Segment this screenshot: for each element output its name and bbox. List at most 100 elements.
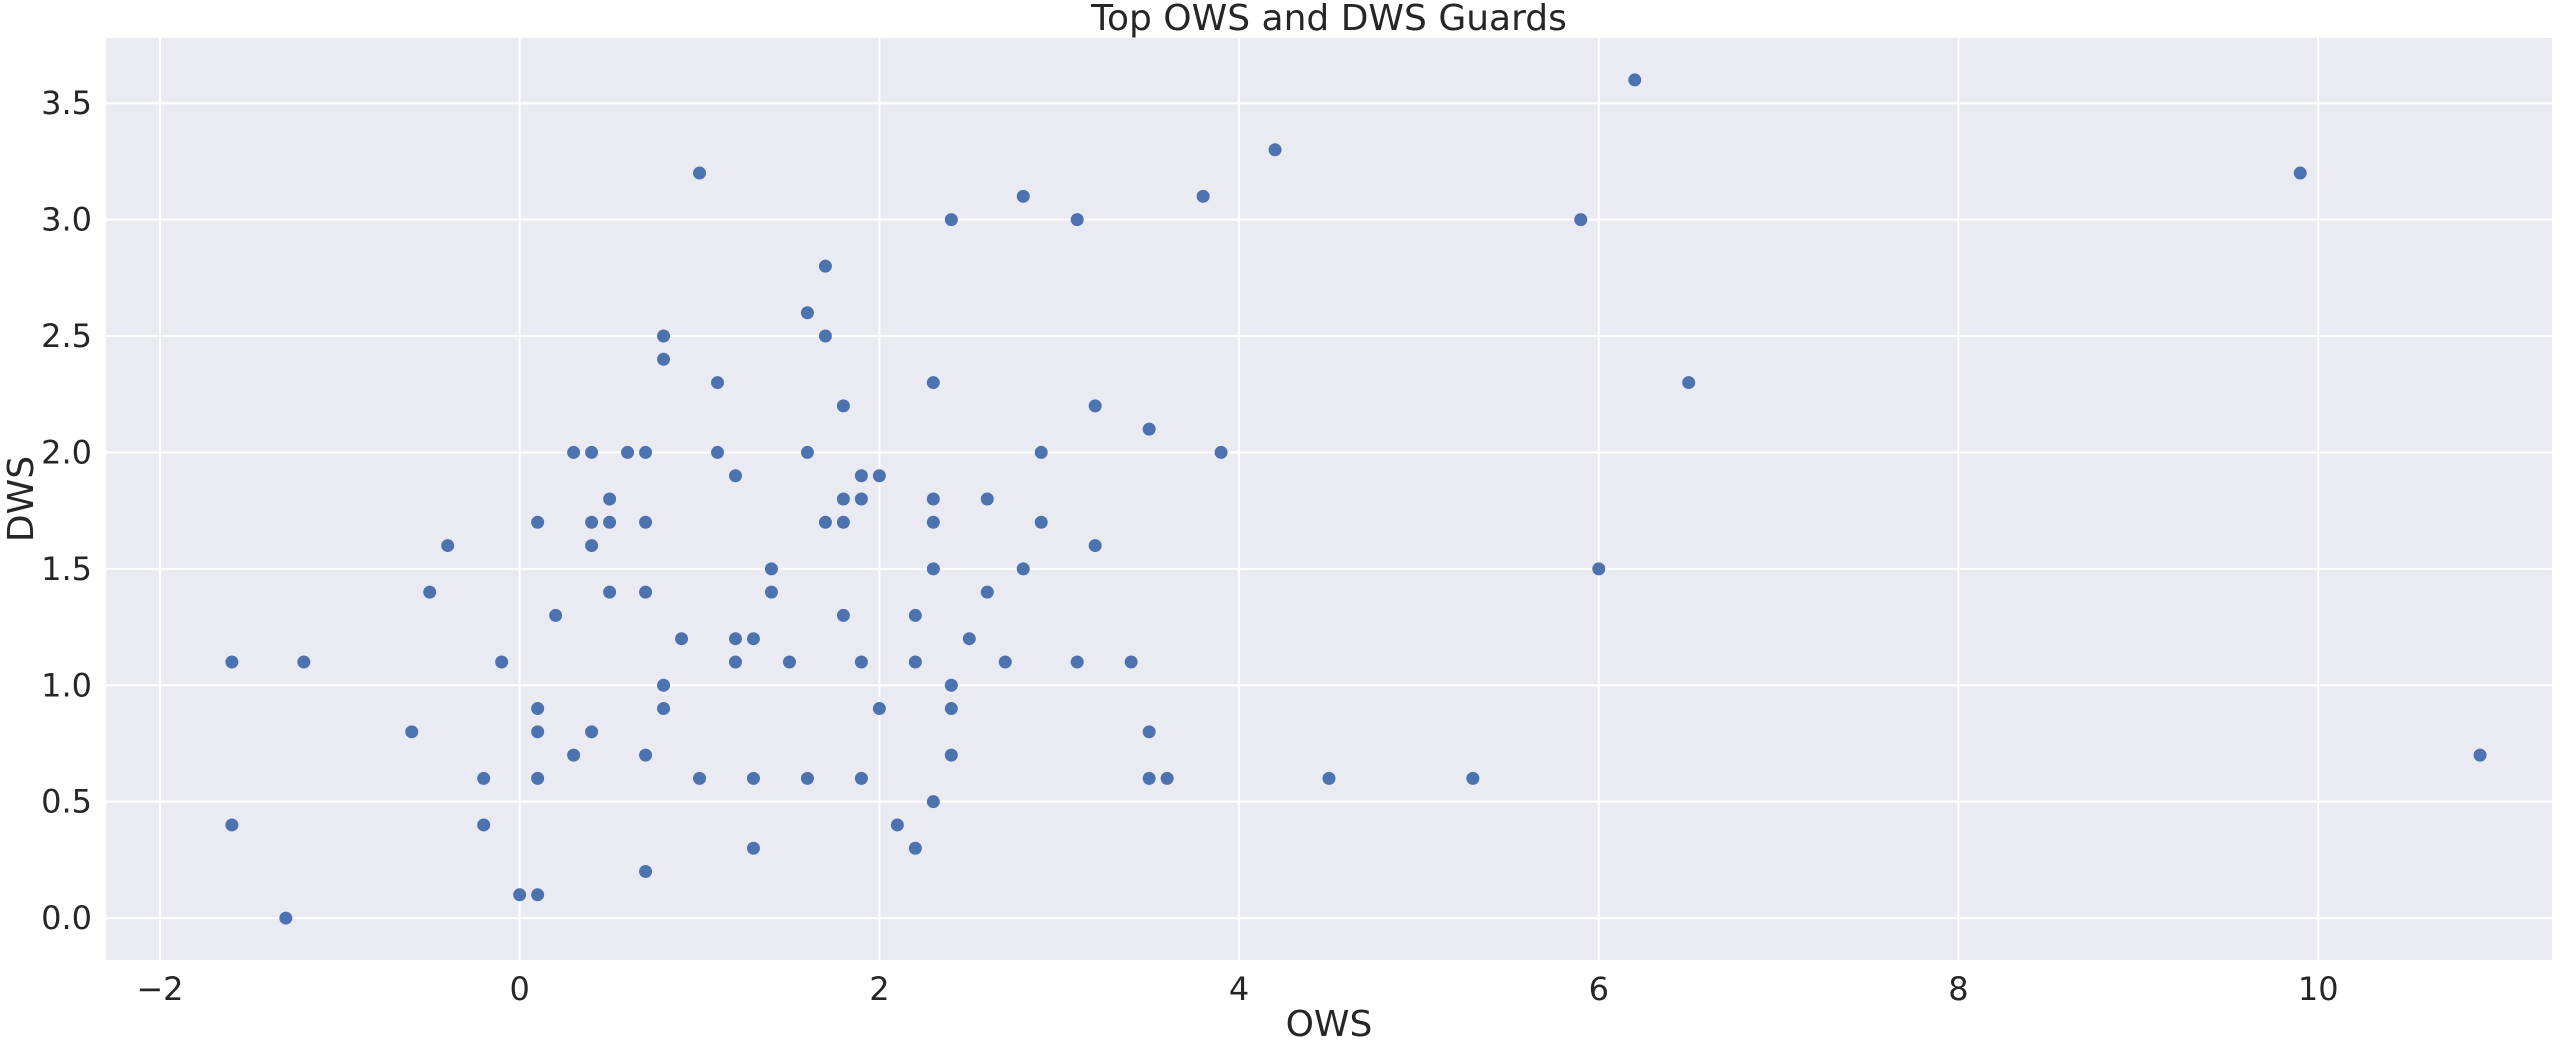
- data-point: [926, 562, 940, 576]
- data-point: [1682, 376, 1696, 390]
- data-point: [585, 515, 599, 529]
- data-point: [297, 655, 311, 669]
- data-point: [1160, 771, 1174, 785]
- x-tick-labels: −2 0 2 4 6 8 10: [136, 970, 2338, 1008]
- y-tick-label: 0.0: [41, 899, 92, 937]
- y-tick-label: 3.0: [41, 201, 92, 239]
- y-axis-label: DWS: [1, 456, 42, 542]
- data-point: [800, 306, 814, 320]
- data-point: [477, 818, 491, 832]
- chart-title: Top OWS and DWS Guards: [1090, 0, 1567, 39]
- data-point: [639, 748, 653, 762]
- data-point: [854, 469, 868, 483]
- data-point: [872, 702, 886, 716]
- data-point: [980, 585, 994, 599]
- data-point: [746, 841, 760, 855]
- data-point: [836, 492, 850, 506]
- data-point: [998, 655, 1012, 669]
- data-point: [549, 608, 563, 622]
- data-point: [890, 818, 904, 832]
- data-point: [1070, 655, 1084, 669]
- data-point: [279, 911, 293, 925]
- data-point: [675, 632, 689, 646]
- data-point: [2473, 748, 2487, 762]
- plot-area: [106, 38, 2552, 960]
- x-tick-label: 10: [2298, 970, 2339, 1008]
- data-point: [1070, 213, 1084, 227]
- grid-lines: [106, 38, 2552, 960]
- data-point: [800, 445, 814, 459]
- data-point: [1016, 189, 1030, 203]
- x-tick-label: 4: [1229, 970, 1249, 1008]
- data-point: [657, 352, 671, 366]
- data-point: [908, 608, 922, 622]
- data-point: [531, 702, 545, 716]
- data-point: [1196, 189, 1210, 203]
- data-point: [764, 585, 778, 599]
- data-point: [818, 329, 832, 343]
- data-point: [1016, 562, 1030, 576]
- data-point: [441, 539, 455, 553]
- y-tick-label: 2.0: [41, 433, 92, 471]
- data-point: [746, 632, 760, 646]
- x-tick-label: 0: [509, 970, 529, 1008]
- data-point: [531, 515, 545, 529]
- data-point: [639, 515, 653, 529]
- data-point: [1088, 539, 1102, 553]
- data-point: [818, 515, 832, 529]
- data-point: [728, 655, 742, 669]
- data-point: [405, 725, 419, 739]
- data-point: [567, 748, 581, 762]
- data-point: [854, 771, 868, 785]
- data-point: [1034, 445, 1048, 459]
- data-point: [926, 492, 940, 506]
- data-point: [980, 492, 994, 506]
- data-point: [639, 865, 653, 879]
- data-point: [908, 655, 922, 669]
- data-point: [926, 795, 940, 809]
- data-point: [2293, 166, 2307, 180]
- data-point: [1268, 143, 1282, 157]
- x-tick-label: −2: [136, 970, 183, 1008]
- x-axis-label: OWS: [1286, 1004, 1373, 1045]
- data-point: [836, 515, 850, 529]
- data-point: [944, 213, 958, 227]
- data-point: [1142, 771, 1156, 785]
- data-point: [728, 469, 742, 483]
- data-point: [603, 492, 617, 506]
- y-tick-label: 2.5: [41, 317, 92, 355]
- data-point: [693, 771, 707, 785]
- data-point: [711, 376, 724, 390]
- data-point: [836, 608, 850, 622]
- data-point: [800, 771, 814, 785]
- data-point: [944, 702, 958, 716]
- data-point: [926, 376, 940, 390]
- data-point: [657, 329, 671, 343]
- data-point: [531, 771, 545, 785]
- data-points: [225, 73, 2487, 925]
- data-point: [621, 445, 635, 459]
- data-point: [225, 655, 239, 669]
- x-tick-label: 2: [869, 970, 889, 1008]
- x-tick-label: 6: [1589, 970, 1609, 1008]
- data-point: [854, 492, 868, 506]
- data-point: [513, 888, 527, 902]
- data-point: [1592, 562, 1606, 576]
- data-point: [872, 469, 886, 483]
- data-point: [728, 632, 742, 646]
- data-point: [495, 655, 509, 669]
- data-point: [603, 585, 617, 599]
- data-point: [908, 841, 922, 855]
- y-tick-label: 1.0: [41, 666, 92, 704]
- data-point: [693, 166, 707, 180]
- data-point: [585, 539, 599, 553]
- data-point: [531, 725, 545, 739]
- data-point: [926, 515, 940, 529]
- data-point: [585, 445, 599, 459]
- data-point: [1322, 771, 1336, 785]
- y-tick-label: 0.5: [41, 783, 92, 821]
- data-point: [1574, 213, 1588, 227]
- y-tick-label: 1.5: [41, 550, 92, 588]
- data-point: [639, 445, 653, 459]
